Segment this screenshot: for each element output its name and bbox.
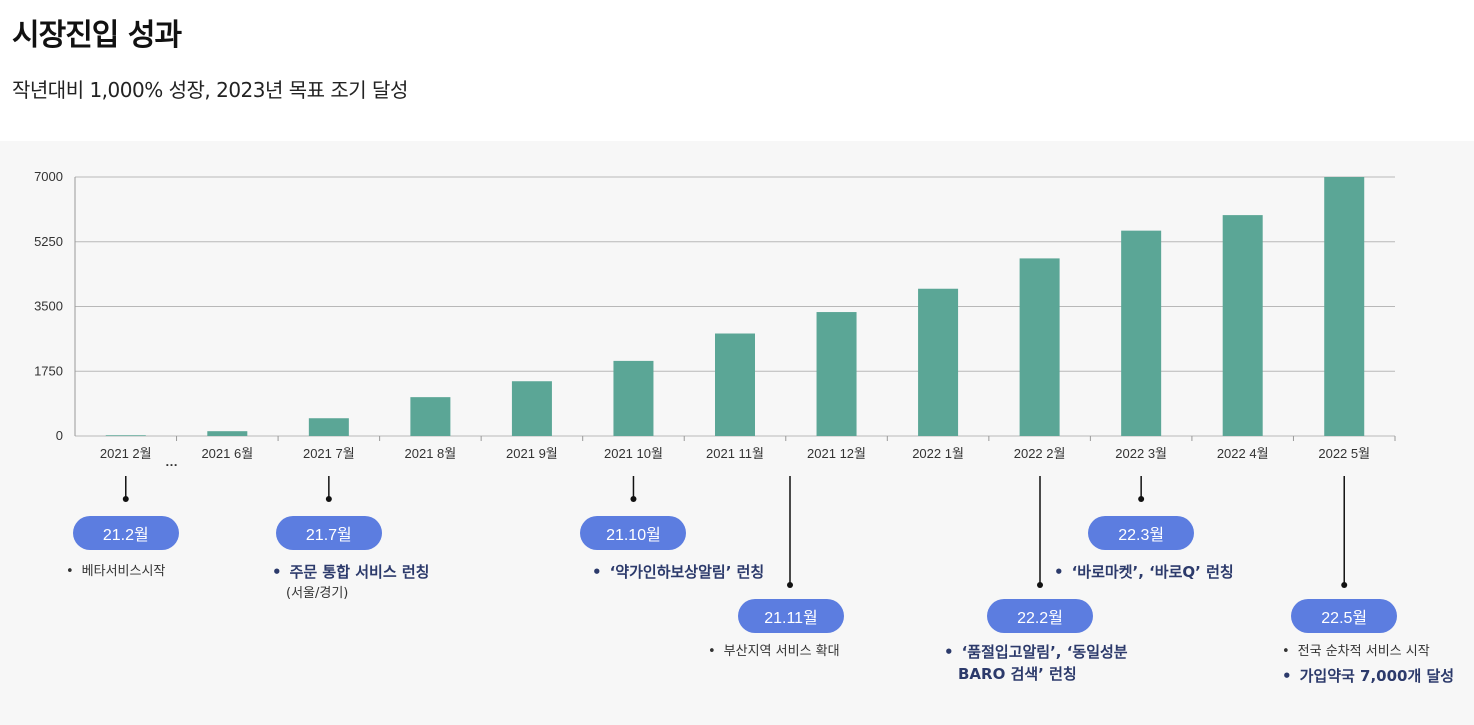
bar-chart: 0 1750 3500 5250 7000 2021 2월 2021 6월 2021 7월 20… (34, 169, 1396, 588)
bar (715, 333, 755, 436)
x-tick-label: 2021 6월 (201, 446, 253, 461)
bar (1324, 177, 1365, 436)
x-tick-label: 2022 2월 (1014, 446, 1066, 461)
milestone-dot (325, 496, 332, 502)
chart-panel: 0 1750 3500 5250 7000 2021 2월 2021 6월 2021 7월 20… (0, 141, 1474, 725)
y-tick-label: 7000 (34, 169, 63, 184)
bar (410, 397, 451, 436)
milestone-note: • 가입약국 7,000개 달성 (1282, 665, 1454, 687)
bar (308, 418, 349, 436)
page-title: 시장진입 성과 (12, 18, 182, 53)
bar (816, 312, 857, 436)
milestone-dot (1138, 496, 1145, 502)
y-tick-label: 5250 (34, 234, 63, 249)
milestone-dot (1037, 582, 1043, 588)
bar (1019, 258, 1060, 436)
x-tick-label: 2022 3월 (1115, 446, 1167, 461)
bar (207, 431, 248, 436)
milestone-note: • 전국 순차적 서비스 시작 (1282, 641, 1430, 663)
x-tick-label: 2021 7월 (303, 446, 355, 461)
bullet-icon: • (272, 563, 282, 581)
y-tick-label: 3500 (34, 299, 63, 314)
milestone-badge: 21.2월 (72, 516, 179, 550)
bar (613, 360, 654, 436)
page-subtitle: 작년대비 1,000% 성장, 2023년 목표 조기 달성 (12, 78, 408, 102)
milestone-note: • ‘약가인하보상알림’ 런칭 (592, 561, 764, 583)
milestone-badge: 22.5월 (1291, 599, 1398, 633)
bullet-icon: • (1054, 563, 1064, 581)
milestone-note-text: ‘약가인하보상알림’ 런칭 (609, 563, 765, 581)
bar (511, 381, 552, 436)
milestone-note: • ‘바로마켓’, ‘바로Q’ 런칭 (1054, 561, 1234, 583)
x-tick-label: 2021 8월 (405, 446, 457, 461)
milestone-dot (1341, 582, 1348, 588)
x-tick-label: 2022 1월 (912, 446, 964, 461)
bar (1121, 230, 1162, 436)
x-tick-label: 2021 12월 (807, 446, 866, 461)
milestone-note-sub: BARO 검색’ 런칭 (958, 665, 1077, 683)
x-tick-label: 2021 2월 (100, 446, 152, 461)
x-tick-label: 2021 11월 (706, 446, 764, 461)
milestone-note-text: 부산지역 서비스 확대 (723, 644, 840, 659)
bullet-icon: • (944, 643, 954, 661)
milestone-note-sub: (서울/경기) (286, 586, 349, 601)
milestone-badge: 21.11월 (738, 599, 844, 633)
bullet-icon: • (592, 563, 602, 581)
milestone-badge: 22.3월 (1088, 516, 1195, 550)
x-tick-label: 2021 9월 (506, 446, 558, 461)
bar (1222, 215, 1263, 436)
milestone-dot (122, 496, 129, 502)
bullet-icon: • (1282, 644, 1290, 659)
bar (105, 435, 146, 436)
bullet-icon: • (1282, 667, 1292, 685)
milestone-note-text: ‘바로마켓’, ‘바로Q’ 런칭 (1071, 563, 1234, 581)
gap-marker: … (165, 454, 178, 469)
milestone-badge: 22.2월 (987, 599, 1093, 633)
milestone-badge: 21.7월 (275, 516, 382, 550)
x-tick-label: 2022 4월 (1217, 446, 1269, 461)
bar (918, 288, 959, 436)
y-tick-label: 0 (56, 428, 63, 443)
milestone-note: • 부산지역 서비스 확대 (708, 641, 840, 663)
milestone-dot (630, 496, 637, 502)
bullet-icon: • (66, 564, 74, 579)
milestone-note: • 베타서비스시작 (66, 561, 165, 583)
milestone-dot (787, 582, 793, 588)
x-tick-label: 2021 10월 (604, 446, 663, 461)
milestone-note-text: ‘품절입고알림’, ‘동일성분 (961, 643, 1128, 661)
y-tick-label: 1750 (34, 363, 63, 378)
milestone-note: • ‘품절입고알림’, ‘동일성분 BARO 검색’ 런칭 (944, 641, 1128, 685)
milestone-note-text: 베타서비스시작 (81, 564, 166, 579)
milestone-note-text: 전국 순차적 서비스 시작 (1297, 644, 1430, 659)
milestone-note-text: 가입약국 7,000개 달성 (1299, 667, 1455, 685)
milestone-note-text: 주문 통합 서비스 런칭 (289, 563, 430, 581)
milestone-note: • 주문 통합 서비스 런칭 (서울/경기) (272, 561, 429, 605)
bullet-icon: • (708, 644, 716, 659)
x-tick-label: 2022 5월 (1318, 446, 1370, 461)
milestone-badge: 21.10월 (580, 516, 687, 550)
